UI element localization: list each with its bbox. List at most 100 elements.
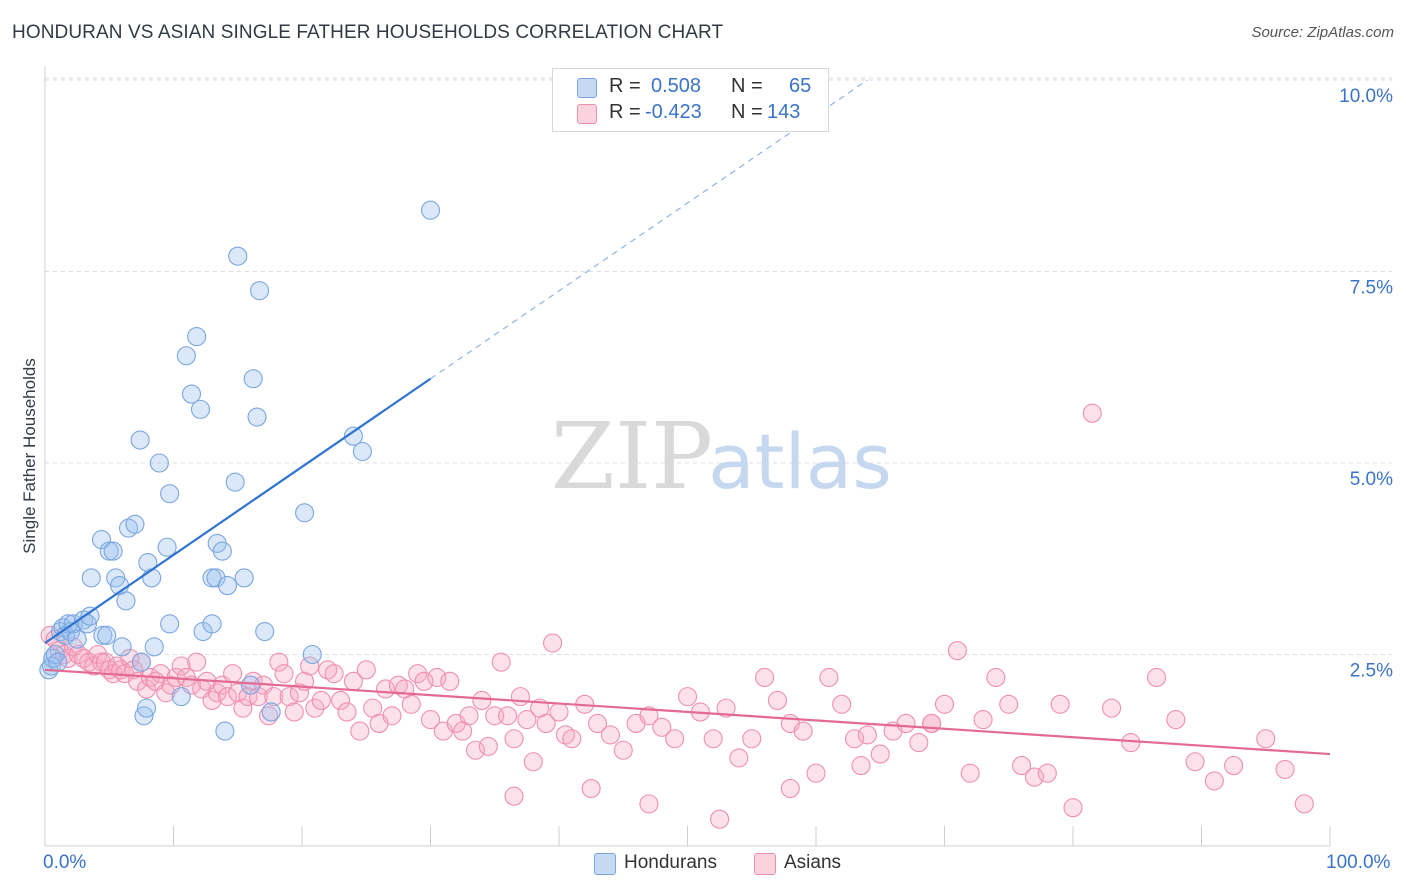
asians-point <box>408 664 428 684</box>
asians-point <box>274 664 294 684</box>
asians-point <box>549 702 569 722</box>
legend-label-asians: Asians <box>784 852 842 873</box>
asians-point <box>1050 694 1070 714</box>
asians-point <box>68 644 88 665</box>
asians-point <box>337 702 357 722</box>
asians-point <box>562 729 582 749</box>
asians-point <box>382 706 402 726</box>
y-tick-label: 2.5% <box>1350 661 1393 682</box>
asians-point <box>716 698 736 718</box>
asians-point <box>999 694 1019 714</box>
hondurans-point <box>45 644 65 665</box>
asians-point <box>1024 767 1044 787</box>
hondurans-point <box>202 614 222 634</box>
hondurans-point <box>181 384 202 404</box>
asians-point <box>264 687 284 707</box>
asians-point <box>1204 771 1224 791</box>
asians-point <box>600 725 620 745</box>
asians-point <box>472 690 492 711</box>
asians-point <box>478 736 498 756</box>
legend-n-label: N = <box>731 75 763 97</box>
legend-swatch-hondurans <box>577 78 597 98</box>
asians-point <box>677 687 698 707</box>
asians-point <box>729 748 749 768</box>
hondurans-point <box>352 441 372 462</box>
hondurans-point <box>131 652 151 672</box>
x-tick-min: 0.0% <box>43 852 87 873</box>
asians-point <box>414 671 434 691</box>
hondurans-point <box>58 614 78 634</box>
asians-point <box>1146 667 1167 688</box>
asians-point <box>536 713 556 733</box>
legend-n-value: 65 <box>789 75 812 97</box>
legend-swatch-asians <box>577 104 597 124</box>
asians-point <box>819 667 839 688</box>
hondurans-point <box>81 568 101 588</box>
hondurans-point <box>144 637 164 657</box>
hondurans-point <box>261 702 281 722</box>
legend-r-label: R = <box>609 75 641 97</box>
asians-point <box>238 687 258 707</box>
asians-point <box>305 698 325 718</box>
asians-point <box>465 740 486 760</box>
asians-point <box>510 687 531 707</box>
asians-point <box>74 648 94 668</box>
asians-point <box>187 652 207 672</box>
hondurans-point <box>217 576 238 596</box>
asians-point <box>248 687 268 707</box>
asians-point <box>960 763 980 783</box>
asians-point <box>922 713 942 733</box>
asians-point <box>350 721 370 741</box>
hondurans-point <box>420 200 441 220</box>
asians-point <box>517 710 537 730</box>
legend-r-label: R = <box>609 101 641 123</box>
asians-point <box>330 690 351 711</box>
asians-point <box>587 713 608 733</box>
x-tick-max: 100.0% <box>1326 852 1391 873</box>
asians-point <box>780 778 800 799</box>
asians-point <box>356 660 376 680</box>
axes <box>44 66 1331 847</box>
hondurans-points <box>39 200 441 741</box>
asians-point <box>233 698 253 718</box>
grid-lines <box>45 77 1392 655</box>
asians-point <box>755 667 775 688</box>
hondurans-point <box>48 652 68 672</box>
asians-point <box>459 706 479 726</box>
y-tick-label: 7.5% <box>1350 278 1393 299</box>
asians-point <box>300 656 320 676</box>
asians-point <box>1185 752 1205 772</box>
asians-point <box>223 664 243 684</box>
correlation-legend: R = 0.508 N = 65 R = -0.423 N = 143 <box>552 68 829 132</box>
legend-swatch-hondurans <box>594 853 616 875</box>
asians-point <box>491 652 511 672</box>
asians-point <box>279 687 299 707</box>
chart-title: HONDURAN VS ASIAN SINGLE FATHER HOUSEHOL… <box>12 22 724 43</box>
hondurans-point <box>234 568 254 588</box>
hondurans-point <box>190 399 211 419</box>
hondurans-point <box>160 484 180 504</box>
legend-label-hondurans: Hondurans <box>624 852 717 873</box>
asians-point <box>710 809 730 829</box>
asians-point <box>1256 729 1276 749</box>
hondurans-point <box>302 644 322 665</box>
asians-point <box>58 648 78 668</box>
legend-n-value: 143 <box>767 101 801 123</box>
asians-point <box>832 694 852 714</box>
hondurans-point <box>160 614 180 634</box>
hondurans-point <box>149 453 169 473</box>
asians-point <box>639 794 659 814</box>
hondurans-point <box>67 629 87 649</box>
asians-point <box>1012 756 1032 776</box>
hondurans-point <box>116 591 136 611</box>
asians-points <box>40 403 1314 829</box>
watermark-zip: ZIP <box>551 403 713 510</box>
hondurans-point <box>112 637 132 657</box>
hondurans-point <box>255 621 275 642</box>
hondurans-point <box>125 514 145 534</box>
asians-point <box>1082 403 1102 423</box>
asians-point <box>1063 798 1083 818</box>
asians-point <box>504 729 524 749</box>
asians-point <box>120 648 140 668</box>
